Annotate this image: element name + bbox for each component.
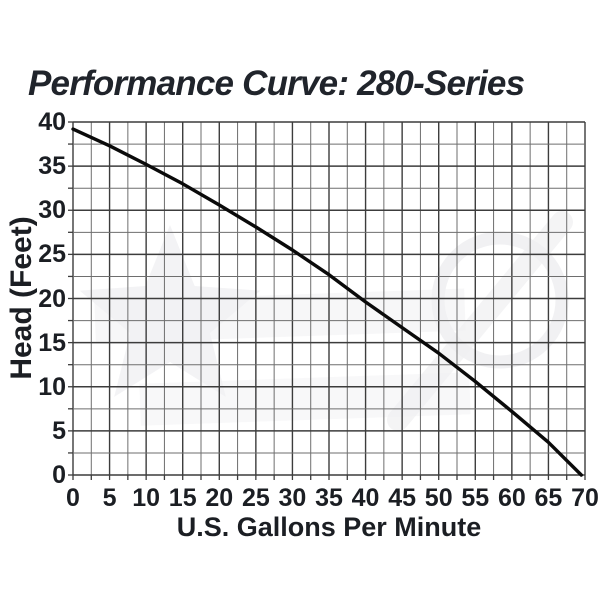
- x-tick-label: 70: [571, 484, 599, 512]
- x-tick-label: 40: [351, 484, 380, 512]
- x-tick-label: 30: [278, 484, 307, 512]
- x-tick-label: 45: [388, 484, 417, 512]
- x-tick-label: 35: [315, 484, 343, 512]
- pump-curve-path: [71, 127, 583, 477]
- y-tick-label: 40: [38, 108, 66, 136]
- x-tick-label: 65: [534, 484, 563, 512]
- x-tick-label: 0: [66, 484, 80, 512]
- y-tick-label: 5: [52, 416, 66, 445]
- x-tick-label: 10: [132, 484, 161, 512]
- x-tick-label: 5: [102, 484, 117, 512]
- y-tick-label: 25: [38, 240, 66, 269]
- x-tick-label: 25: [241, 484, 270, 512]
- axis-tick-marks: [68, 121, 586, 480]
- x-tick-label: 15: [168, 484, 197, 512]
- y-tick-label: 35: [38, 152, 66, 181]
- chart-title: Performance Curve: 280-Series: [28, 64, 525, 103]
- y-tick-label: 15: [38, 328, 66, 357]
- x-tick-label: 20: [205, 484, 234, 512]
- x-tick-label: 60: [497, 484, 526, 512]
- grid-lines: [72, 121, 586, 476]
- pump-curve: [71, 127, 583, 477]
- x-tick-label: 55: [461, 484, 490, 512]
- y-tick-label: 30: [38, 196, 66, 225]
- x-tick-label: 50: [424, 484, 453, 512]
- y-tick-label: 0: [52, 461, 66, 489]
- y-tick-label: 10: [38, 372, 66, 401]
- x-axis-title: U.S. Gallons Per Minute: [176, 512, 482, 542]
- y-tick-label: 20: [38, 284, 66, 313]
- y-axis-title: Head (Feet): [5, 216, 38, 380]
